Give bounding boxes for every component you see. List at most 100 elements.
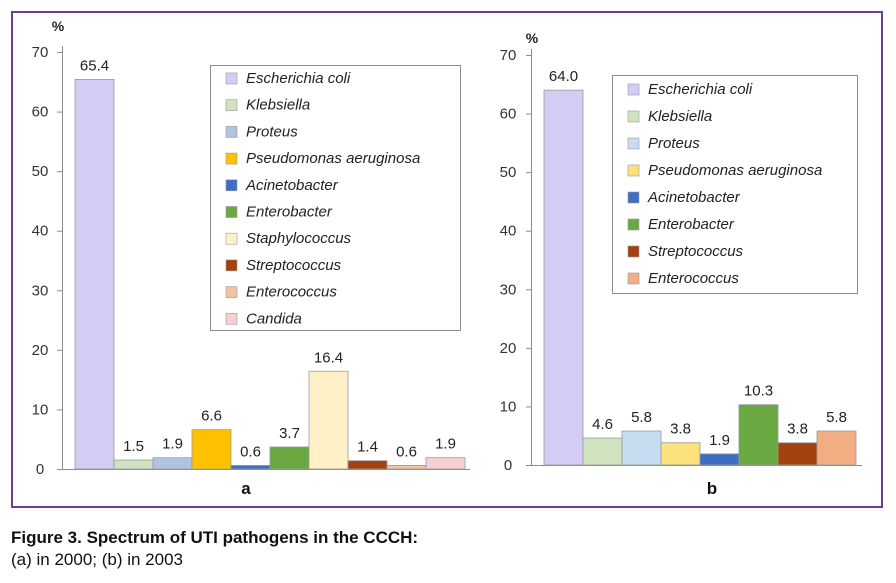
bar-data-label: 0.6 xyxy=(396,443,417,460)
legend-item-label: Klebsiella xyxy=(648,108,712,125)
legend: Escherichia coli Klebsiella Proteus Pseudom… xyxy=(612,75,858,294)
y-tick-label: 40 xyxy=(32,223,49,240)
y-tick-label: 50 xyxy=(32,163,49,180)
legend-item-label: Pseudomonas aeruginosa xyxy=(648,162,822,179)
legend-swatch xyxy=(225,206,238,218)
legend-item-label: Enterobacter xyxy=(246,204,333,221)
bar-data-label: 3.8 xyxy=(670,421,691,438)
legend-item-label: Acinetobacter xyxy=(647,189,741,206)
bar-streptococcus xyxy=(777,442,818,466)
bar-streptococcus xyxy=(347,460,388,470)
bar-data-label: 1.5 xyxy=(123,438,144,455)
chart-title: b xyxy=(707,479,717,498)
legend-swatch xyxy=(225,286,238,298)
legend-swatch xyxy=(627,218,640,231)
bar-data-label: 0.6 xyxy=(240,443,261,460)
y-tick-label: 30 xyxy=(500,281,517,298)
bar-enterobacter xyxy=(269,446,310,470)
legend: Escherichia coli Klebsiella Proteus Pseudom… xyxy=(210,65,461,331)
legend-swatch xyxy=(627,191,640,204)
y-tick-label: 50 xyxy=(500,164,517,181)
bar-proteus xyxy=(152,457,193,470)
legend-swatch xyxy=(225,99,238,111)
legend-swatch xyxy=(627,245,640,258)
y-tick-label: 10 xyxy=(500,398,517,415)
chart-title: a xyxy=(241,479,251,498)
bar-enterobacter xyxy=(738,404,779,466)
y-tick-label: 60 xyxy=(32,104,49,121)
legend-item-label: Enterobacter xyxy=(648,216,735,233)
legend-swatch xyxy=(627,137,640,150)
y-tick-label: 30 xyxy=(32,282,49,299)
y-tick-label: 20 xyxy=(32,342,49,359)
figure-caption: Figure 3. Spectrum of UTI pathogens in t… xyxy=(11,527,418,571)
bar-data-label: 6.6 xyxy=(201,408,222,425)
bar-pseudomonas-aeruginosa xyxy=(660,442,701,466)
y-axis-unit: % xyxy=(526,30,539,46)
chart-a: 0 10 20 30 40 50 60 70% 65.4 1.5 1.9 6.6 0.6 3.7 16.4 1… xyxy=(32,18,470,498)
legend-item-label: Staphylococcus xyxy=(246,230,352,247)
bar-data-label: 65.4 xyxy=(80,57,109,74)
legend-box xyxy=(612,75,858,294)
legend-swatch xyxy=(225,312,238,325)
legend-swatch xyxy=(225,179,238,192)
bar-escherichia-coli xyxy=(74,79,115,470)
legend-item-label: Enterococcus xyxy=(648,270,739,287)
bar-data-label: 5.8 xyxy=(631,409,652,426)
legend-item-label: Proteus xyxy=(246,123,298,140)
bar-pseudomonas-aeruginosa xyxy=(191,429,232,470)
bar-acinetobacter xyxy=(699,453,740,466)
bar-data-label: 1.9 xyxy=(435,436,456,453)
legend-item-label: Proteus xyxy=(648,135,700,152)
bar-data-label: 1.4 xyxy=(357,439,378,456)
bar-data-label: 5.8 xyxy=(826,409,847,426)
bar-proteus xyxy=(621,430,662,466)
legend-item-label: Klebsiella xyxy=(246,97,310,114)
bar-enterococcus xyxy=(816,430,857,466)
bar-data-label: 1.9 xyxy=(162,436,183,453)
legend-item-label: Streptococcus xyxy=(648,243,744,260)
legend-item-label: Enterococcus xyxy=(246,284,337,301)
bar-data-label: 3.7 xyxy=(279,425,300,442)
bar-candida xyxy=(425,457,466,470)
legend-item-label: Candida xyxy=(246,310,302,327)
legend-swatch xyxy=(627,83,640,96)
bar-data-label: 16.4 xyxy=(314,349,343,366)
legend-box xyxy=(210,65,461,331)
bar-staphylococcus xyxy=(308,370,349,470)
bar-data-label: 64.0 xyxy=(549,68,578,85)
y-tick-label: 20 xyxy=(500,340,517,357)
legend-item-label: Acinetobacter xyxy=(245,177,339,194)
y-tick-label: 40 xyxy=(500,223,517,240)
legend-swatch xyxy=(225,259,238,272)
legend-swatch xyxy=(627,272,640,285)
y-axis-unit: % xyxy=(52,18,65,34)
caption-title: Figure 3. Spectrum of UTI pathogens in t… xyxy=(11,528,419,547)
chart-b: 0 10 20 30 40 50 60 70% 64.0 4.6 5.8 3.8 1.9 10.3 3.8 5… xyxy=(500,30,862,498)
bar-enterococcus xyxy=(386,465,427,470)
legend-item-label: Escherichia coli xyxy=(648,81,753,98)
legend-item-label: Streptococcus xyxy=(246,257,342,274)
bar-klebsiella xyxy=(113,459,154,470)
bar-klebsiella xyxy=(582,437,623,466)
caption-subtitle: (a) in 2000; (b) in 2003 xyxy=(11,550,183,569)
legend-swatch xyxy=(225,232,238,245)
bar-data-label: 10.3 xyxy=(744,383,773,400)
bar-data-label: 1.9 xyxy=(709,432,730,449)
legend-swatch xyxy=(627,110,640,123)
legend-swatch xyxy=(627,164,640,177)
legend-swatch xyxy=(225,152,238,165)
y-tick-label: 70 xyxy=(500,47,517,64)
legend-swatch xyxy=(225,126,238,138)
legend-swatch xyxy=(225,72,238,85)
legend-item-label: Pseudomonas aeruginosa xyxy=(246,150,420,167)
y-tick-label: 60 xyxy=(500,106,517,123)
y-tick-label: 0 xyxy=(504,457,512,474)
bar-acinetobacter xyxy=(230,465,271,470)
bar-escherichia-coli xyxy=(543,89,584,466)
y-tick-label: 0 xyxy=(36,461,44,478)
y-tick-label: 10 xyxy=(32,401,49,418)
bar-data-label: 4.6 xyxy=(592,416,613,433)
legend-item-label: Escherichia coli xyxy=(246,70,351,87)
